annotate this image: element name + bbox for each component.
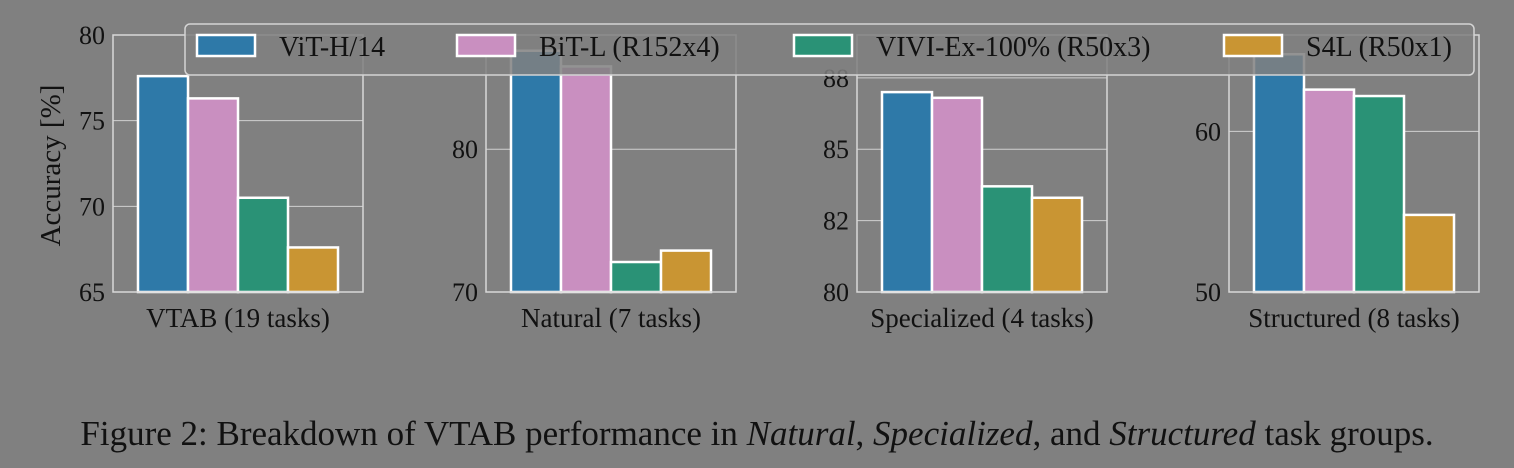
legend: ViT-H/14 BiT-L (R152x4) VIVI-Ex-100% (R50x… <box>184 23 1475 76</box>
y-tick-label: 80 <box>823 278 849 307</box>
y-tick-label: 75 <box>79 107 105 136</box>
bar-2 <box>930 96 984 294</box>
bar-4 <box>659 249 713 294</box>
x-axis-label: Specialized (4 tasks) <box>870 303 1093 333</box>
bar-3 <box>609 260 663 294</box>
caption-structured: Structured <box>1109 414 1256 453</box>
bar-4 <box>1402 213 1456 294</box>
y-axis-label: Accuracy [%] <box>35 85 67 247</box>
y-tick-label: 65 <box>79 278 105 307</box>
legend-label-2: BiT-L (R152x4) <box>539 32 720 63</box>
bar-2 <box>559 65 613 294</box>
caption-sep1: , <box>855 414 874 453</box>
bar-3 <box>980 185 1034 294</box>
bar-2 <box>1302 88 1356 294</box>
y-tick-label: 70 <box>452 278 478 307</box>
caption-sep2: , and <box>1032 414 1110 453</box>
bar-1 <box>509 49 563 294</box>
legend-swatch-4 <box>1222 33 1284 58</box>
y-tick-label: 80 <box>79 21 105 50</box>
legend-label-1: ViT-H/14 <box>279 32 385 63</box>
bar-1 <box>880 90 934 294</box>
legend-label-4: S4L (R50x1) <box>1306 32 1452 63</box>
y-tick-label: 70 <box>79 192 105 221</box>
bar-1 <box>1252 53 1306 294</box>
x-axis-label: Natural (7 tasks) <box>521 303 701 333</box>
caption-specialized: Specialized <box>873 414 1033 453</box>
chart-panel-4: 50 60 Structured (8 tasks) <box>1195 34 1480 333</box>
y-tick-label: 85 <box>823 135 849 164</box>
bar-3 <box>1352 94 1406 294</box>
bar-1 <box>136 74 190 294</box>
x-axis-label: Structured (8 tasks) <box>1248 303 1459 333</box>
chart-panel-1: 65 70 75 80 VTAB (19 tasks) Accuracy [%] <box>35 21 364 333</box>
y-tick-label: 82 <box>823 207 849 236</box>
legend-swatch-1 <box>195 33 257 58</box>
y-tick-label: 60 <box>1195 117 1221 146</box>
caption-natural: Natural <box>746 414 856 453</box>
y-tick-label: 50 <box>1195 278 1221 307</box>
bar-4 <box>1030 196 1084 294</box>
bar-4 <box>286 246 340 294</box>
legend-swatch-2 <box>455 33 517 58</box>
figure-caption: Figure 2: Breakdown of VTAB performance … <box>0 414 1514 454</box>
y-tick-label: 80 <box>452 135 478 164</box>
bar-chart-panels: 65 70 75 80 VTAB (19 tasks) Accuracy [%] 70 80 N… <box>35 21 1480 333</box>
x-axis-label: VTAB (19 tasks) <box>146 303 330 333</box>
bar-2 <box>186 97 240 294</box>
legend-swatch-3 <box>792 33 854 58</box>
caption-suffix: task groups. <box>1255 414 1434 453</box>
chart-panel-2: 70 80 Natural (7 tasks) <box>452 34 737 333</box>
bar-3 <box>236 196 290 294</box>
caption-prefix: Figure 2: Breakdown of VTAB performance … <box>80 414 747 453</box>
legend-label-3: VIVI-Ex-100% (R50x3) <box>876 32 1151 63</box>
